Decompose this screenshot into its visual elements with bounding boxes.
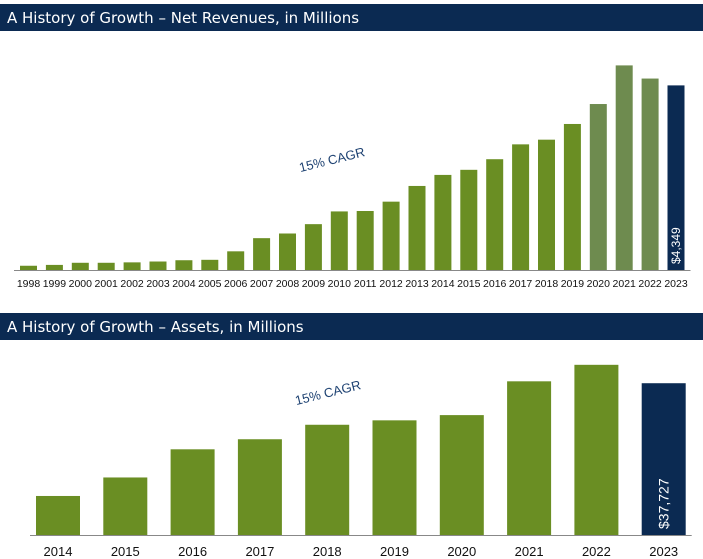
assets-bar-2017 [237,439,282,535]
assets-bar-2016 [170,449,215,535]
revenue-bar-2011 [356,210,374,270]
assets-bar-2020 [439,415,484,535]
revenue-tick-label: 2011 [354,278,377,290]
assets-tick-label: 2016 [178,544,207,559]
assets-bar-2021 [507,381,552,535]
revenue-tick-label: 2008 [276,278,300,290]
revenue-tick-label: 2001 [95,278,119,290]
revenue-bar-2016 [486,159,504,270]
revenue-bar-2000 [71,262,89,270]
revenue-bar-2022 [641,78,659,270]
assets-tick-label: 2018 [313,544,342,559]
revenue-tick-label: 2007 [250,278,274,290]
revenue-tick-label: 2006 [224,278,248,290]
assets-bar-2015 [103,477,148,535]
revenue-tick-label: 1998 [17,278,41,290]
assets-tick-label: 2015 [111,544,140,559]
revenue-tick-label: 2014 [431,278,455,290]
revenue-bar-2005 [201,259,219,270]
revenue-data-label: $4,349 [669,227,683,264]
revenue-tick-label: 2020 [587,278,611,290]
assets-bar-2014 [36,495,80,535]
assets-tick-label: 2014 [44,544,73,559]
assets-chart: 2014 2015 2016 2017 2018 2019 2020 2021 2022 2023… [30,364,692,559]
revenue-tick-label: 2010 [328,278,352,290]
revenue-bar-2007 [253,238,271,270]
revenue-tick-label: 2023 [664,278,688,290]
revenue-tick-label: 2019 [561,278,585,290]
revenue-bar-2013 [408,185,426,270]
revenue-tick-label: 2021 [613,278,637,290]
revenue-chart-title: A History of Growth – Net Revenues, in M… [0,4,703,31]
assets-cagr-annotation: 15% CAGR [293,377,362,408]
revenue-cagr-annotation: 15% CAGR [297,144,366,175]
assets-bar-2019 [372,420,417,535]
revenue-tick-label: 1999 [43,278,67,290]
revenue-tick-label: 2017 [509,278,533,290]
revenue-bar-2008 [279,233,296,270]
revenue-tick-label: 2003 [146,278,170,290]
assets-bar-2022 [574,364,619,535]
revenue-bar-1999 [45,264,63,270]
revenue-tick-label: 2015 [457,278,481,290]
revenue-tick-label: 2002 [120,278,144,290]
revenue-bar-2017 [512,144,530,270]
revenue-tick-label: 2022 [638,278,662,290]
assets-bar-2023 [641,383,686,535]
revenue-tick-label: 2018 [535,278,559,290]
revenue-bar-2015 [460,169,478,270]
revenue-bar-2023 [667,85,685,270]
revenue-bar-2019 [563,123,581,270]
revenue-bar-2020 [589,104,607,270]
revenue-bar-2002 [123,262,141,270]
revenue-bar-1998 [20,265,37,270]
revenue-bar-2014 [434,174,452,270]
assets-chart-title: A History of Growth – Assets, in Million… [0,313,703,340]
assets-data-label: $37,727 [656,478,672,529]
revenue-bar-2018 [538,139,555,270]
revenue-bar-2010 [330,211,348,270]
assets-tick-label: 2017 [245,544,274,559]
assets-tick-label: 2022 [582,544,611,559]
assets-bar-2018 [305,424,350,535]
revenue-bar-2006 [227,251,245,270]
revenue-tick-label: 2013 [405,278,429,290]
assets-tick-label: 2023 [649,544,678,559]
revenue-tick-label: 2005 [198,278,222,290]
assets-tick-label: 2021 [515,544,544,559]
revenue-tick-label: 2016 [483,278,507,290]
assets-tick-label: 2020 [447,544,476,559]
revenue-tick-label: 2004 [172,278,196,290]
revenue-bar-2001 [97,262,115,270]
assets-tick-label: 2019 [380,544,409,559]
revenue-bar-2021 [615,65,633,270]
revenue-bar-2012 [382,201,400,270]
revenue-chart: 1998 1999 2000 2001 2002 2003 2004 2005 2006 2007… [14,65,691,290]
revenue-bar-2009 [304,224,322,270]
revenue-tick-label: 2012 [379,278,403,290]
revenue-tick-label: 2000 [69,278,93,290]
revenue-bar-2004 [175,260,193,270]
revenue-tick-label: 2009 [302,278,326,290]
revenue-bar-2003 [149,261,167,270]
